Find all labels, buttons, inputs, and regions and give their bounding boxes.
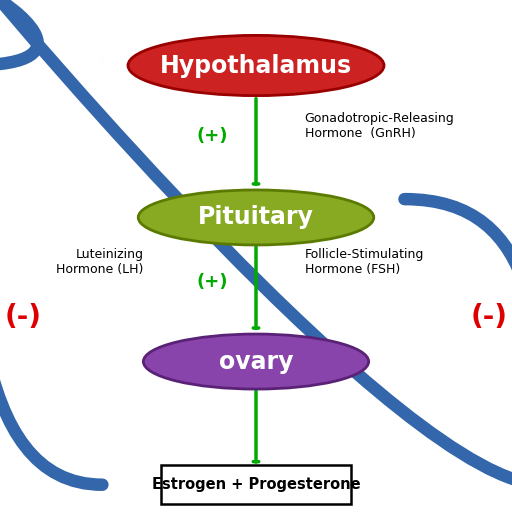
Ellipse shape — [143, 334, 369, 389]
Text: Estrogen + Progesterone: Estrogen + Progesterone — [152, 477, 360, 492]
Text: Follicle-Stimulating
Hormone (FSH): Follicle-Stimulating Hormone (FSH) — [305, 248, 424, 276]
Text: Hypothalamus: Hypothalamus — [160, 53, 352, 78]
Text: (-): (-) — [471, 303, 507, 331]
Text: Luteinizing
Hormone (LH): Luteinizing Hormone (LH) — [56, 248, 143, 276]
Text: (+): (+) — [197, 273, 228, 291]
Ellipse shape — [128, 36, 384, 96]
Text: Gonadotropic-Releasing
Hormone  (GnRH): Gonadotropic-Releasing Hormone (GnRH) — [305, 112, 454, 140]
Text: (-): (-) — [5, 303, 41, 331]
Text: ovary: ovary — [219, 350, 293, 374]
Ellipse shape — [138, 190, 374, 245]
FancyBboxPatch shape — [161, 465, 351, 504]
Text: Pituitary: Pituitary — [198, 205, 314, 230]
Text: (+): (+) — [197, 127, 228, 145]
